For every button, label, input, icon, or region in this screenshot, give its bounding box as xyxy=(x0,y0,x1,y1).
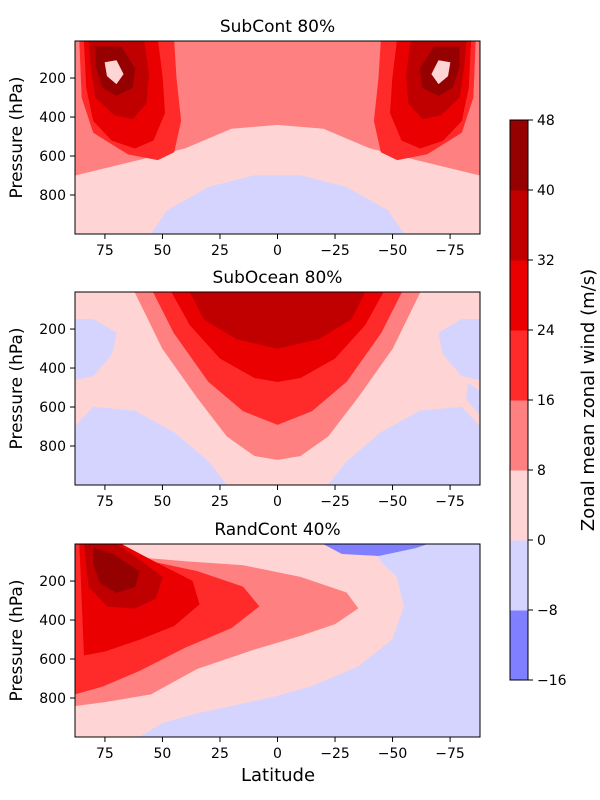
contour-region xyxy=(75,406,228,485)
x-tick-label: −50 xyxy=(378,494,408,510)
contour-region xyxy=(93,547,140,593)
colorbar-tick-label: 24 xyxy=(537,323,555,339)
panel-title: RandCont 40% xyxy=(214,520,340,540)
x-axis-label: Latitude xyxy=(241,765,315,786)
colorbar-tick-label: 48 xyxy=(537,113,555,129)
y-tick-label: 800 xyxy=(39,691,66,707)
colorbar-tick-label: −16 xyxy=(537,673,567,689)
x-tick-label: −25 xyxy=(320,243,350,259)
x-tick-label: −75 xyxy=(435,494,465,510)
plot-area xyxy=(75,292,480,485)
contour-region xyxy=(323,544,428,556)
colorbar-tick-label: −8 xyxy=(537,603,558,619)
x-tick-label: 75 xyxy=(96,243,114,259)
colorbar-label: Zonal mean zonal wind (m/s) xyxy=(578,269,599,531)
plot-area xyxy=(75,544,480,737)
x-tick-label: 25 xyxy=(211,494,229,510)
x-tick-label: 25 xyxy=(211,746,229,762)
y-axis-label: Pressure (hPa) xyxy=(7,77,27,199)
y-axis-label: Pressure (hPa) xyxy=(7,328,27,450)
contour-region xyxy=(189,292,366,349)
x-tick-label: 25 xyxy=(211,243,229,259)
y-tick-label: 400 xyxy=(39,613,66,629)
contour-region xyxy=(150,175,405,234)
contour-region xyxy=(438,319,480,380)
panel-title: SubOcean 80% xyxy=(213,268,343,288)
colorbar-segment xyxy=(510,120,528,191)
y-tick-label: 600 xyxy=(39,400,66,416)
x-tick-label: −25 xyxy=(320,746,350,762)
contour-region xyxy=(465,383,480,416)
x-tick-label: 50 xyxy=(154,746,172,762)
colorbar-segment xyxy=(510,470,528,541)
contour-region xyxy=(75,319,117,380)
y-tick-label: 200 xyxy=(39,574,66,590)
x-tick-label: −75 xyxy=(435,746,465,762)
contour-region xyxy=(431,60,451,85)
x-tick-label: −50 xyxy=(378,243,408,259)
x-tick-label: 0 xyxy=(273,494,282,510)
y-tick-label: 200 xyxy=(39,71,66,87)
colorbar-tick-label: 16 xyxy=(537,393,555,409)
colorbar-tick-label: 0 xyxy=(537,533,546,549)
y-tick-label: 600 xyxy=(39,149,66,165)
x-tick-label: 50 xyxy=(154,243,172,259)
colorbar-tick-label: 40 xyxy=(537,183,555,199)
x-tick-label: −50 xyxy=(378,746,408,762)
colorbar-segment xyxy=(510,330,528,401)
contour-region xyxy=(139,544,480,737)
x-tick-label: 50 xyxy=(154,494,172,510)
y-tick-label: 200 xyxy=(39,322,66,338)
x-tick-label: 0 xyxy=(273,243,282,259)
x-tick-label: 75 xyxy=(96,494,114,510)
y-axis-label: Pressure (hPa) xyxy=(7,580,27,702)
y-tick-label: 800 xyxy=(39,188,66,204)
colorbar-tick-label: 32 xyxy=(537,253,555,269)
y-tick-label: 800 xyxy=(39,439,66,455)
colorbar-segment xyxy=(510,190,528,261)
contour-region xyxy=(327,406,480,485)
y-tick-label: 400 xyxy=(39,361,66,377)
y-tick-label: 600 xyxy=(39,652,66,668)
x-tick-label: 0 xyxy=(273,746,282,762)
x-tick-label: 75 xyxy=(96,746,114,762)
x-tick-label: −25 xyxy=(320,494,350,510)
panel-1: 75 50 25 0 −25 −50 −75 200 400 600 800 SubCont 80% P… xyxy=(7,17,481,259)
colorbar-segment xyxy=(510,610,528,681)
contour-region xyxy=(104,60,124,85)
x-tick-label: −75 xyxy=(435,243,465,259)
colorbar-segment xyxy=(510,400,528,471)
colorbar-segment xyxy=(510,260,528,331)
panel-title: SubCont 80% xyxy=(220,17,335,37)
colorbar-tick-label: 8 xyxy=(537,463,546,479)
colorbar-segment xyxy=(510,540,528,611)
panel-2: 75 50 25 0 −25 −50 −75 200 400 600 800 SubOcean 80%… xyxy=(7,268,481,510)
y-tick-label: 400 xyxy=(39,110,66,126)
panel-3: 75 50 25 0 −25 −50 −75 200 400 600 800 RandCont 40%… xyxy=(7,520,481,762)
plot-area xyxy=(75,41,480,234)
colorbar: 48 40 32 24 16 8 0 −8 −16 xyxy=(509,113,567,689)
